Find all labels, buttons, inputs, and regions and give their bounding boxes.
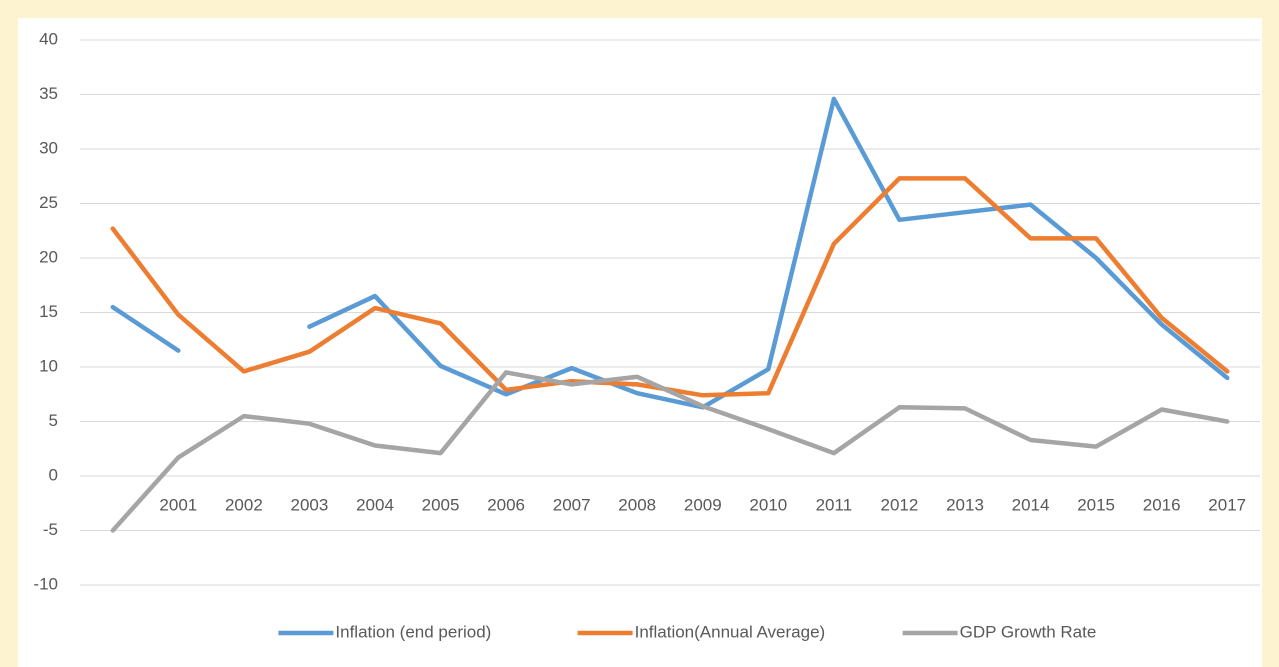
y-tick-label: 35 [39, 84, 58, 103]
y-tick-label: 20 [39, 247, 58, 266]
series-line [110, 370, 1230, 533]
chart-area [18, 18, 1262, 667]
x-tick-label: 2012 [881, 495, 919, 514]
y-tick-label: 10 [39, 356, 58, 375]
x-tick-label: 2007 [553, 495, 591, 514]
x-tick-label: 2006 [487, 495, 525, 514]
y-tick-label: 15 [39, 302, 58, 321]
y-tick-label: 0 [49, 465, 58, 484]
x-tick-label: 2011 [816, 495, 853, 514]
x-tick-label: 2010 [749, 495, 787, 514]
x-tick-label: 2015 [1077, 495, 1115, 514]
x-tick-label: 2002 [225, 495, 263, 514]
x-tick-label: 2017 [1208, 495, 1246, 514]
y-tick-label: 40 [39, 29, 58, 48]
x-tick-label: 2003 [291, 495, 329, 514]
y-tick-label: 5 [49, 411, 58, 430]
x-tick-label: 2016 [1143, 495, 1181, 514]
x-tick-label: 2014 [1012, 495, 1050, 514]
legend-label: Inflation (end period) [335, 622, 491, 641]
legend-label: Inflation(Annual Average) [635, 622, 826, 641]
x-tick-label: 2005 [422, 495, 460, 514]
y-tick-label: -5 [43, 520, 58, 539]
x-tick-label: 2009 [684, 495, 722, 514]
y-tick-label: 30 [39, 138, 58, 157]
y-tick-label: -10 [33, 574, 58, 593]
x-tick-label: 2008 [618, 495, 656, 514]
x-tick-label: 2004 [356, 495, 394, 514]
y-tick-label: 25 [39, 193, 58, 212]
legend-label: GDP Growth Rate [960, 622, 1097, 641]
x-tick-label: 2013 [946, 495, 984, 514]
x-tick-label: 2001 [159, 495, 197, 514]
